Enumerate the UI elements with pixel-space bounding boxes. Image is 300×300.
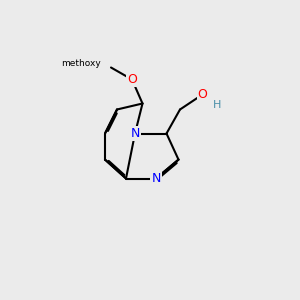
- Text: N: N: [151, 172, 161, 185]
- Text: methoxy: methoxy: [61, 58, 100, 68]
- Text: O: O: [198, 88, 207, 101]
- Text: N: N: [130, 127, 140, 140]
- Text: H: H: [213, 100, 222, 110]
- Text: O: O: [127, 73, 137, 86]
